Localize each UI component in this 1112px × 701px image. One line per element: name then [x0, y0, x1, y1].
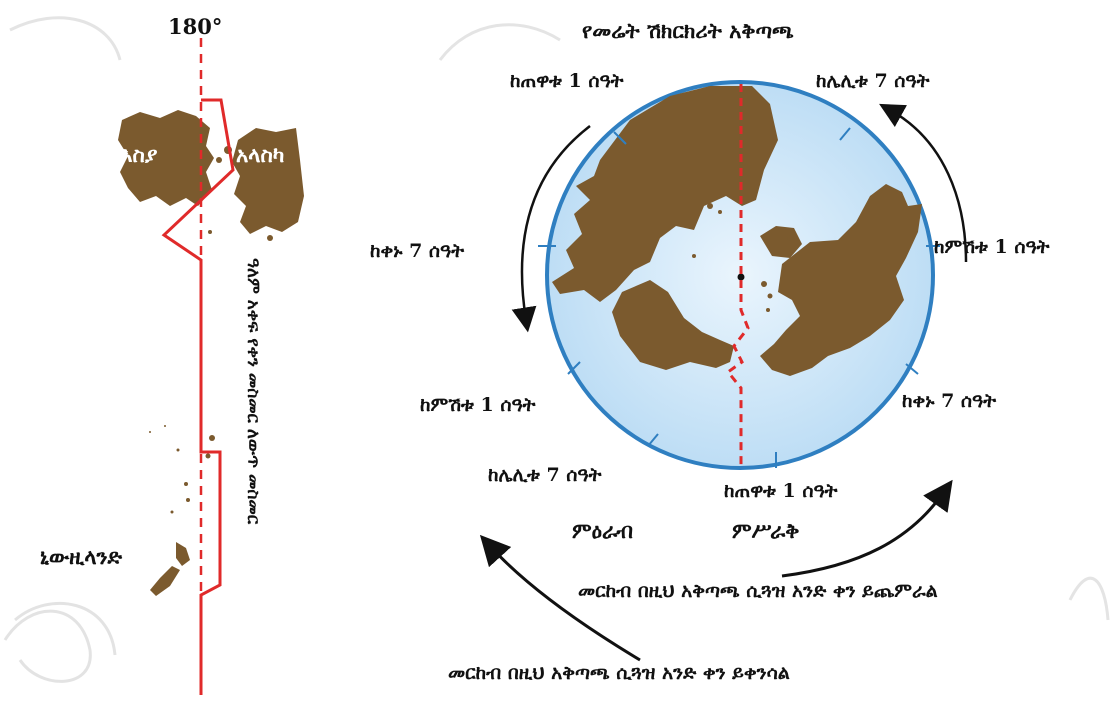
pacific-islands	[149, 425, 215, 514]
arrow-east-gain	[781, 479, 953, 578]
left-map	[118, 38, 304, 695]
alaska-label: አላስካ	[236, 142, 285, 167]
globe	[538, 80, 940, 470]
hour-label-bottom-right: ከጠዋቱ 1 ሰዓት	[724, 480, 838, 502]
hour-label-lower-right: ከቀኑ 7 ሰዓት	[902, 390, 997, 412]
hour-label-top-left: ከጠዋቱ 1 ሰዓት	[510, 70, 624, 92]
hour-label-mid-left: ከቀኑ 7 ሰዓት	[370, 240, 465, 262]
note-lose-day: መርከብ በዚህ አቅጣጫ ሲጓዝ አንድ ቀን ይቀንሳል	[448, 662, 790, 684]
hour-label-bottom-left: ከሌሊቱ 7 ሰዓት	[488, 464, 602, 486]
rotation-arrow-right	[879, 103, 968, 263]
hour-label-top-right: ከሌሊቱ 7 ሰዓት	[816, 70, 930, 92]
diagram-title: የመሬት ሽክርክሪት አቅጣጫ	[582, 18, 794, 43]
arrow-west-lose	[479, 534, 641, 662]
watermark	[3, 16, 1110, 683]
dateline-label: ዓለም አቀፍ የቀን መስመር ለውጥ መስመር	[243, 258, 263, 525]
north-pole-dot	[737, 273, 745, 281]
day-change-arrows	[479, 479, 953, 662]
west-label: ምዕራብ	[572, 518, 634, 543]
greenland-landmass	[760, 226, 802, 258]
globe-dateline	[725, 84, 750, 470]
new-zealand-label: ኒውዚላንድ	[40, 544, 123, 569]
note-gain-day: መርከብ በዚህ አቅጣጫ ሲጓዝ አንድ ቀን ይጨምራል	[578, 580, 938, 602]
new-zealand-landmass	[150, 542, 190, 596]
globe-land-bottom-left	[612, 280, 734, 370]
rotation-arrows	[511, 103, 968, 333]
asia-label: እስያ	[120, 142, 158, 167]
international-dateline	[161, 98, 235, 695]
meridian-label: 180°	[168, 14, 223, 39]
rotation-arrow-left	[511, 125, 591, 333]
hour-ticks	[538, 127, 940, 468]
globe-islands	[692, 203, 793, 312]
alaska-landmass	[232, 128, 304, 234]
hour-label-mid-right: ከምሽቱ 1 ሰዓት	[934, 236, 1050, 258]
hour-label-lower-left: ከምሽቱ 1 ሰዓት	[420, 394, 536, 416]
globe-land-right	[760, 184, 922, 376]
east-label: ምሥራቅ	[732, 518, 800, 543]
asia-landmass	[118, 110, 214, 206]
globe-land-north	[552, 86, 778, 302]
